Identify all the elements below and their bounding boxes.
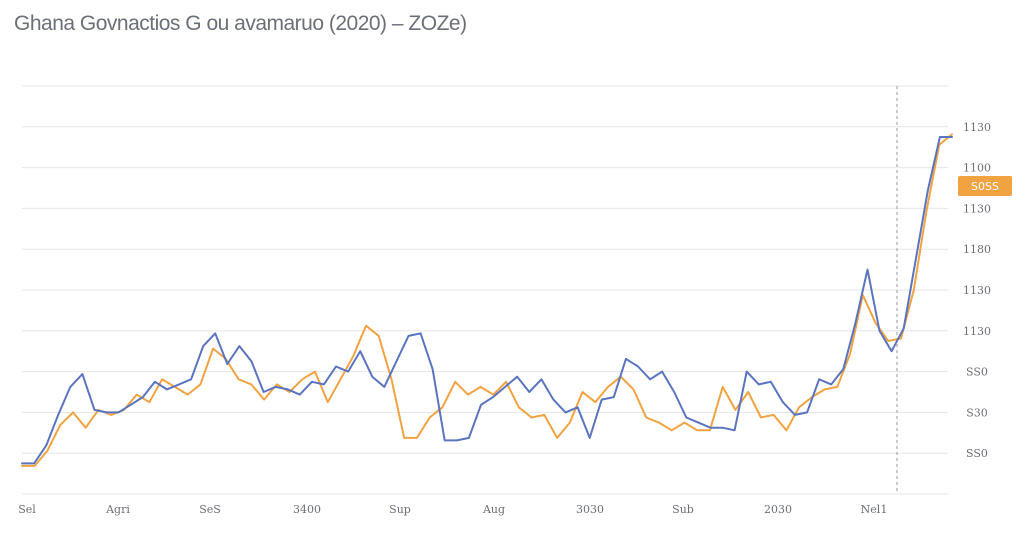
x-tick-label: Agri	[105, 503, 130, 516]
x-tick-label: 3400	[293, 503, 321, 516]
y-axis-ticks: SS0 S30 SS0 1130 1130 1180 1130 1100 1130	[963, 121, 991, 460]
y-tick-label: 1180	[963, 243, 991, 256]
y-tick-label: SS0	[966, 447, 988, 460]
x-tick-label: Sub	[672, 503, 694, 516]
y-tick-label: SS0	[966, 366, 988, 379]
last-value-label: S0SS	[971, 180, 999, 193]
x-axis-ticks: Sel Agri SeS 3400 Sup Aug 3030 Sub 2030 Nel1	[18, 503, 887, 516]
x-tick-label: Sup	[389, 503, 411, 516]
series-lines	[21, 133, 953, 467]
x-tick-label: SeS	[199, 503, 221, 516]
y-tick-label: 1100	[963, 162, 991, 175]
y-tick-label: 1130	[963, 202, 991, 215]
last-value-badge: S0SS	[958, 176, 1012, 196]
x-tick-label: 3030	[576, 503, 604, 516]
series-line-1	[21, 133, 953, 467]
y-tick-label: 1130	[963, 121, 991, 134]
y-tick-label: 1130	[963, 325, 991, 338]
x-tick-label: Aug	[482, 503, 505, 516]
x-tick-label: Sel	[18, 503, 36, 516]
x-tick-label: Nel1	[861, 503, 888, 516]
grid-lines	[22, 85, 948, 495]
x-tick-label: 2030	[764, 503, 792, 516]
chart-title: Ghana Govnactios G ou avamaruo (2020) – …	[14, 12, 467, 35]
y-tick-label: S30	[966, 406, 988, 419]
series-line-0	[21, 136, 953, 465]
y-tick-label: 1130	[963, 284, 991, 297]
